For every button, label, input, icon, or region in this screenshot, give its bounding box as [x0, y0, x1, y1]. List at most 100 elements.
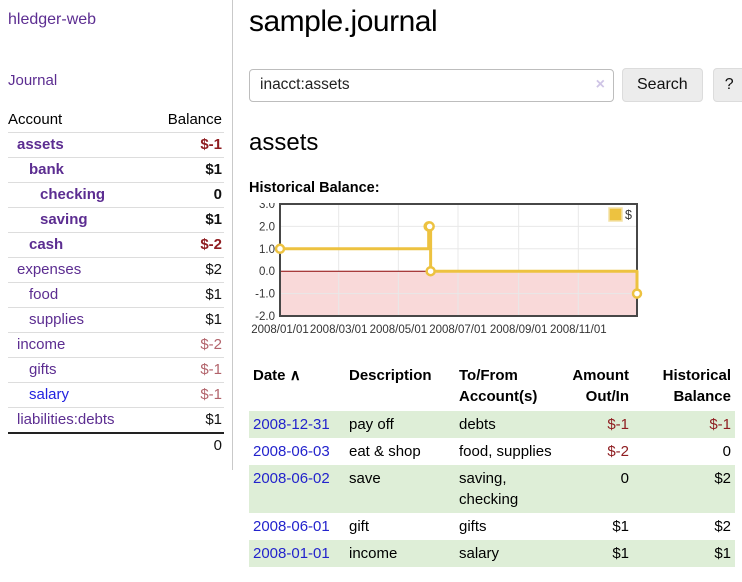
- account-link-bank[interactable]: bank: [29, 161, 65, 178]
- transaction-description: pay off: [349, 416, 394, 433]
- svg-text:-1.0: -1.0: [255, 289, 275, 301]
- transaction-description: save: [349, 470, 381, 487]
- transaction-date-link[interactable]: 2008-06-02: [253, 470, 330, 487]
- search-button[interactable]: Search: [622, 68, 703, 102]
- search-box: ×: [249, 68, 614, 102]
- register-table: Date ∧ Description To/From Account(s) Am…: [249, 363, 735, 567]
- account-link-checking[interactable]: checking: [40, 186, 106, 203]
- amount-column-header: Amount Out/In: [572, 367, 629, 405]
- balance-chart: 3.0 2.0 1.0 0.0 -1.0 -2.0 2008/01/01 2008/03/01…: [249, 199, 742, 350]
- svg-text:2.0: 2.0: [259, 221, 275, 233]
- account-row: food $1: [8, 282, 224, 308]
- app-title-link[interactable]: hledger-web: [8, 11, 97, 28]
- account-row: salary $-1: [8, 382, 224, 408]
- date-column-header[interactable]: Date ∧: [253, 367, 301, 384]
- account-row: supplies $1: [8, 307, 224, 333]
- transaction-accounts: debts: [459, 416, 496, 433]
- help-button[interactable]: ?: [712, 68, 742, 102]
- transaction-accounts: salary: [459, 545, 500, 562]
- balance-column-header: Balance: [167, 111, 222, 128]
- account-link-gifts[interactable]: gifts: [29, 361, 57, 378]
- transaction-date-link[interactable]: 2008-12-31: [253, 416, 330, 433]
- account-row: expenses $2: [8, 257, 224, 283]
- accounts-total-row: 0: [8, 432, 224, 458]
- accounts-header-row: Account Balance: [8, 109, 224, 133]
- legend-label: $: [625, 208, 632, 222]
- account-row: gifts $-1: [8, 357, 224, 383]
- account-link-income[interactable]: income: [17, 336, 66, 353]
- transaction-balance: $2: [714, 518, 731, 535]
- account-row: liabilities:debts $1: [8, 407, 224, 433]
- accounts-total-value: 0: [150, 432, 224, 458]
- transaction-date-link[interactable]: 2008-06-03: [253, 443, 330, 460]
- account-row: assets $-1: [8, 132, 224, 158]
- register-row: 2008-01-01 income salary $1 $1: [249, 540, 735, 567]
- transaction-amount: $-2: [607, 443, 629, 460]
- svg-text:0.0: 0.0: [259, 266, 275, 278]
- clear-search-icon[interactable]: ×: [595, 75, 605, 93]
- account-link-food[interactable]: food: [29, 286, 59, 303]
- account-link-liabilities-debts[interactable]: liabilities:debts: [17, 411, 115, 428]
- account-link-cash[interactable]: cash: [29, 236, 64, 253]
- register-row: 2008-06-03 eat & shop food, supplies $-2…: [249, 438, 735, 465]
- account-balance: $2: [150, 257, 224, 283]
- account-link-supplies[interactable]: supplies: [29, 311, 85, 328]
- transaction-description: income: [349, 545, 398, 562]
- search-input[interactable]: [249, 68, 614, 102]
- transaction-amount: $-1: [607, 416, 629, 433]
- sidebar-item-journal[interactable]: Journal: [8, 72, 58, 89]
- register-header-row: Date ∧ Description To/From Account(s) Am…: [249, 363, 735, 411]
- transaction-date-link[interactable]: 2008-01-01: [253, 545, 330, 562]
- transaction-date-link[interactable]: 2008-06-01: [253, 518, 330, 535]
- register-row: 2008-06-02 save saving, checking 0 $2: [249, 465, 735, 513]
- chart-title: Historical Balance:: [249, 180, 380, 196]
- transaction-amount: $1: [612, 545, 629, 562]
- account-balance: $1: [150, 282, 224, 308]
- accounts-column-header: To/From Account(s): [459, 367, 538, 405]
- svg-text:2008/01/01: 2008/01/01: [251, 324, 309, 336]
- transaction-accounts: saving, checking: [459, 470, 519, 508]
- transaction-balance: 0: [722, 443, 731, 460]
- account-balance: $-1: [150, 357, 224, 383]
- transaction-description: gift: [349, 518, 370, 535]
- account-balance: $1: [150, 157, 224, 183]
- register-row: 2008-12-31 pay off debts $-1 $-1: [249, 411, 735, 438]
- svg-text:2008/09/01: 2008/09/01: [490, 324, 548, 336]
- account-column-header: Account: [8, 111, 63, 128]
- account-balance: $-1: [150, 132, 224, 158]
- transaction-balance: $1: [714, 545, 731, 562]
- transaction-amount: 0: [620, 470, 629, 487]
- balance-column-header: Historical Balance: [662, 367, 731, 405]
- main-panel: sample.journal × Search ? assets Histori…: [233, 0, 742, 567]
- register-row: 2008-06-01 gift gifts $1 $2: [249, 513, 735, 540]
- transaction-balance: $-1: [709, 416, 731, 433]
- transaction-accounts: gifts: [459, 518, 487, 535]
- account-balance: $-1: [150, 382, 224, 408]
- account-balance: 0: [150, 182, 224, 208]
- description-column-header: Description: [349, 367, 432, 384]
- account-link-saving[interactable]: saving: [40, 211, 88, 228]
- transaction-accounts: food, supplies: [459, 443, 552, 460]
- account-balance: $1: [150, 407, 224, 433]
- search-form: × Search ?: [249, 68, 742, 102]
- transaction-description: eat & shop: [349, 443, 421, 460]
- account-row: cash $-2: [8, 232, 224, 258]
- account-link-salary[interactable]: salary: [29, 386, 70, 403]
- account-heading: assets: [249, 129, 319, 156]
- account-balance: $1: [150, 207, 224, 233]
- svg-text:2008/07/01: 2008/07/01: [429, 324, 487, 336]
- svg-text:-2.0: -2.0: [255, 311, 275, 323]
- svg-text:3.0: 3.0: [259, 203, 275, 211]
- account-link-expenses[interactable]: expenses: [17, 261, 82, 278]
- account-balance: $-2: [150, 232, 224, 258]
- transaction-amount: $1: [612, 518, 629, 535]
- account-row: bank $1: [8, 157, 224, 183]
- account-link-assets[interactable]: assets: [17, 136, 64, 153]
- sidebar: hledger-web Journal Account Balance asse…: [0, 0, 233, 470]
- account-row: income $-2: [8, 332, 224, 358]
- account-row: checking 0: [8, 182, 224, 208]
- app-layout: hledger-web Journal Account Balance asse…: [0, 0, 742, 567]
- account-row: saving $1: [8, 207, 224, 233]
- svg-text:2008/11/01: 2008/11/01: [550, 324, 607, 336]
